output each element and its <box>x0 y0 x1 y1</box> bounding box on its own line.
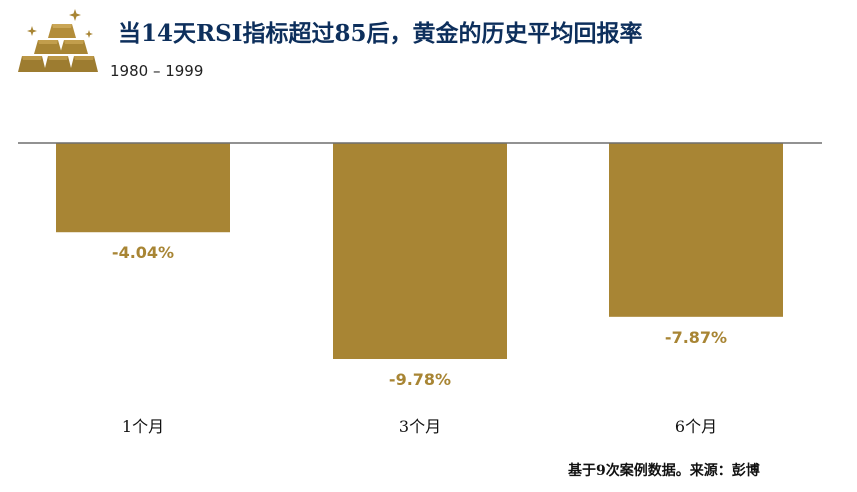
chart-title: 当14天RSI指标超过85后，黄金的历史平均回报率 <box>118 20 643 47</box>
category-label: 6个月 <box>675 417 717 436</box>
sparkle-icon <box>69 9 81 21</box>
sparkle-icon <box>85 30 93 38</box>
bar-2 <box>333 143 507 359</box>
bar-1 <box>56 143 230 233</box>
category-label: 3个月 <box>399 417 441 436</box>
category-label: 1个月 <box>122 417 164 436</box>
date-range: 1980 – 1999 <box>110 62 204 80</box>
sparkle-icon <box>27 26 37 36</box>
gold-bars-icon <box>18 9 98 72</box>
bar-value-label: -9.78% <box>389 370 451 389</box>
bar-3 <box>609 143 783 317</box>
bar-value-label: -4.04% <box>112 243 174 262</box>
source-note: 基于9次案例数据。来源：彭博 <box>568 463 760 479</box>
bar-value-label: -7.87% <box>665 328 727 347</box>
